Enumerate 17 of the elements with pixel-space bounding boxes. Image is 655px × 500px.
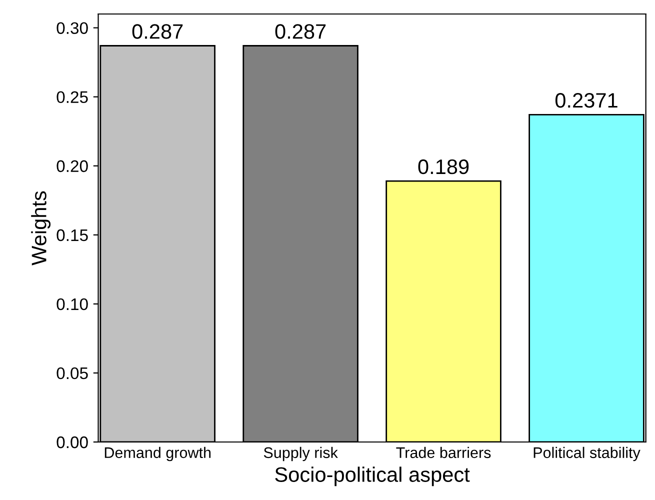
- y-tick-label: 0.20: [56, 160, 88, 172]
- data-label: 0.2371: [555, 93, 618, 108]
- y-tick-label: 0.15: [56, 229, 88, 242]
- y-tick-label: 0.30: [56, 22, 88, 34]
- x-axis-title: Socio-political aspect: [275, 466, 470, 486]
- y-tick-label: 0.25: [56, 91, 88, 104]
- y-tick-label: 0.10: [56, 298, 88, 310]
- data-label: 0.287: [132, 24, 183, 39]
- x-tick-label: Political stability: [534, 446, 640, 462]
- y-tick-label: 0.00: [56, 436, 88, 448]
- x-tick-label: Trade barriers: [396, 446, 491, 458]
- y-tick-label: 0.05: [56, 367, 88, 380]
- data-label: 0.287: [275, 24, 326, 39]
- y-axis-title: Weights: [31, 191, 51, 266]
- x-tick-label: Demand growth: [104, 446, 211, 462]
- x-tick-label: Supply risk: [264, 446, 338, 462]
- data-label: 0.189: [418, 159, 469, 174]
